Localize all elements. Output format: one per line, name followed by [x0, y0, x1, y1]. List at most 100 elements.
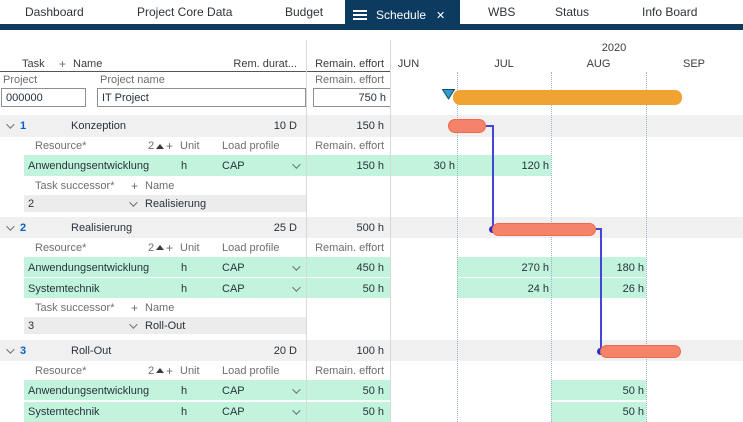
col-task-successor[interactable]: Task successor* [35, 302, 115, 314]
month-jun: JUN [397, 58, 420, 70]
resource-row[interactable]: Anwendungsentwicklung h CAP 150 h 30 h 1… [0, 155, 743, 177]
load-profile-dropdown-icon[interactable] [292, 402, 301, 422]
col-task-successor[interactable]: Task successor* [35, 180, 115, 192]
tab-schedule[interactable]: Schedule ✕ [345, 0, 460, 30]
col-resource[interactable]: Resource* [35, 241, 87, 254]
successor-row[interactable]: 3 Roll-Out [0, 317, 743, 335]
task-row-roll-out[interactable]: 3 Roll-Out 20 D 100 h [0, 340, 743, 361]
resource-row[interactable]: Anwendungsentwicklung h CAP 50 h 50 h [0, 380, 743, 401]
col-resource-effort[interactable]: Remain. effort [315, 241, 384, 254]
col-successor-name[interactable]: Name [145, 302, 175, 314]
col-rem-duration[interactable]: Rem. durat... [233, 58, 297, 70]
tab-info-board[interactable]: Info Board [642, 5, 698, 19]
col-resource[interactable]: Resource* [35, 364, 87, 377]
gantt-effort-band [551, 402, 646, 422]
load-profile-dropdown-icon[interactable] [292, 380, 301, 401]
task-effort: 150 h [356, 120, 384, 132]
sort-asc-icon [156, 245, 165, 250]
tab-wbs[interactable]: WBS [488, 5, 516, 19]
project-row [0, 88, 743, 110]
resource-count-sort[interactable]: 2 [148, 238, 165, 257]
project-id-field[interactable] [1, 88, 86, 107]
resource-name: Anwendungsentwicklung [28, 160, 150, 172]
load-profile-dropdown-icon[interactable] [292, 155, 301, 177]
successor-name: Realisierung [145, 198, 207, 210]
gantt-effort-band [551, 380, 646, 400]
task-name: Roll-Out [71, 344, 112, 357]
task-effort: 500 h [356, 221, 384, 234]
col-resource-effort[interactable]: Remain. effort [315, 140, 384, 152]
gantt-bar-realisierung[interactable] [492, 223, 596, 236]
project-name-field[interactable] [97, 88, 306, 107]
gantt-bar-roll-out[interactable] [600, 345, 681, 358]
close-icon[interactable]: ✕ [436, 9, 446, 22]
task-row-realisierung[interactable]: 2 Realisierung 25 D 500 h [0, 217, 743, 238]
header-underline [0, 71, 391, 72]
col-remain-effort[interactable]: Remain. effort [315, 58, 384, 70]
gantt-bar-project[interactable] [453, 90, 682, 105]
load-profile-dropdown-icon[interactable] [292, 278, 301, 299]
task-row-konzeption[interactable]: 1 Konzeption 10 D 150 h [0, 115, 743, 137]
tab-project-core-data[interactable]: Project Core Data [137, 5, 233, 19]
resource-name: Systemtechnik [28, 406, 100, 418]
resource-load-profile: CAP [222, 160, 245, 172]
resource-name: Anwendungsentwicklung [28, 261, 150, 274]
monthly-effort-jul: 24 h [527, 282, 549, 295]
gantt-bar-konzeption[interactable] [448, 119, 486, 133]
successor-header-row: Task successor* + Name [0, 299, 743, 317]
tab-status[interactable]: Status [555, 5, 590, 19]
tab-dashboard[interactable]: Dashboard [25, 5, 84, 19]
tab-budget[interactable]: Budget [285, 5, 324, 19]
add-successor-icon[interactable]: + [131, 179, 139, 193]
resource-count-sort[interactable]: 2 [148, 137, 165, 155]
tab-schedule-label: Schedule [376, 8, 427, 22]
successor-dropdown-icon[interactable] [129, 195, 138, 213]
connector-konzeption-out [486, 125, 494, 127]
project-start-marker-icon[interactable] [442, 89, 455, 100]
project-effort-field[interactable] [313, 88, 391, 107]
menu-icon[interactable] [353, 10, 367, 20]
resource-band [24, 155, 306, 176]
collapse-icon[interactable] [6, 115, 15, 137]
resource-effort: 50 h [362, 384, 384, 397]
col-unit[interactable]: Unit [180, 241, 200, 254]
add-resource-icon[interactable]: + [166, 240, 174, 255]
collapse-icon[interactable] [6, 217, 15, 238]
col-resource[interactable]: Resource* [35, 140, 87, 152]
add-successor-icon[interactable]: + [131, 301, 139, 315]
task-name: Konzeption [71, 120, 127, 132]
col-load-profile[interactable]: Load profile [222, 140, 280, 152]
collapse-icon[interactable] [6, 340, 15, 361]
col-unit[interactable]: Unit [180, 364, 200, 377]
resource-unit: h [181, 406, 188, 418]
task-duration: 20 D [273, 344, 297, 357]
add-resource-icon[interactable]: + [166, 363, 174, 378]
resource-row[interactable]: Systemtechnik h CAP 50 h 24 h 26 h [0, 278, 743, 299]
label-remain-effort: Remain. effort [315, 74, 384, 86]
resource-row[interactable]: Systemtechnik h CAP 50 h 50 h [0, 402, 743, 422]
monthly-effort-jul: 120 h [521, 160, 549, 172]
add-resource-icon[interactable]: + [166, 139, 174, 153]
add-task-icon[interactable]: + [59, 57, 67, 71]
resource-count-sort[interactable]: 2 [148, 361, 165, 380]
resource-effort-band [307, 155, 390, 176]
load-profile-dropdown-icon[interactable] [292, 257, 301, 278]
successor-row[interactable]: 2 Realisierung [0, 195, 743, 213]
col-name[interactable]: Name [73, 58, 103, 70]
tab-bar: Dashboard Project Core Data Budget WBS S… [0, 0, 743, 30]
successor-number: 2 [28, 198, 35, 210]
resource-load-profile: CAP [222, 384, 245, 397]
col-task[interactable]: Task [22, 58, 45, 70]
col-unit[interactable]: Unit [180, 140, 200, 152]
col-successor-name[interactable]: Name [145, 180, 175, 192]
resource-row[interactable]: Anwendungsentwicklung h CAP 450 h 270 h … [0, 257, 743, 278]
monthly-effort-jun: 30 h [433, 160, 455, 172]
column-separator [390, 40, 391, 422]
resource-effort: 50 h [362, 282, 384, 295]
successor-dropdown-icon[interactable] [129, 317, 138, 335]
resource-unit: h [181, 261, 188, 274]
col-resource-effort[interactable]: Remain. effort [315, 364, 384, 377]
connector-realisierung-rollout [600, 228, 602, 352]
col-load-profile[interactable]: Load profile [222, 241, 280, 254]
col-load-profile[interactable]: Load profile [222, 364, 280, 377]
